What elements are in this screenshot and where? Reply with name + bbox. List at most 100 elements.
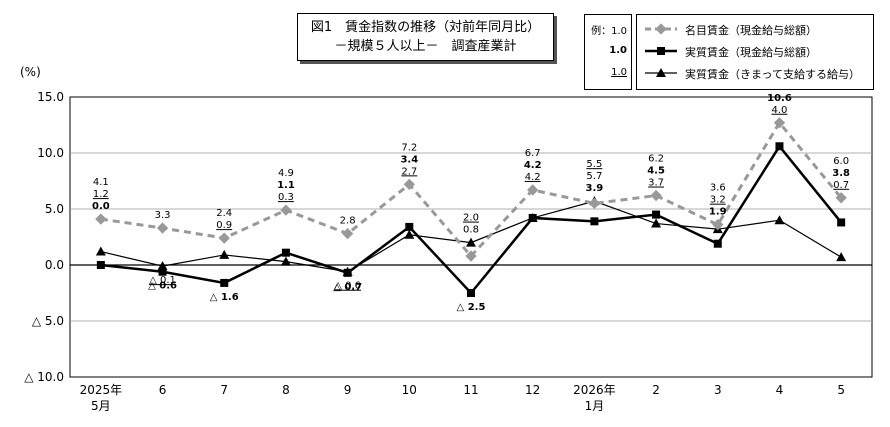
label-real-total: 3.9: [586, 183, 604, 194]
label-real-total: △ 0.7: [333, 282, 362, 293]
x-tick-label-line: 2: [652, 383, 660, 397]
label-nominal: 7.2: [401, 142, 417, 153]
label-real-total: △ 0.6: [148, 281, 177, 292]
x-tick-label: 12: [525, 383, 540, 397]
label-nominal: 6.2: [648, 154, 664, 165]
x-tick-label-line: 3: [714, 383, 722, 397]
point-nominal: [156, 222, 169, 234]
x-tick-label-line: 11: [463, 383, 478, 397]
label-real-scheduled: △ 0.6: [334, 281, 361, 292]
point-real-total: [220, 278, 229, 287]
x-tick-label-line: 2026年: [573, 383, 616, 397]
legend-marker-triangle: [656, 68, 666, 77]
point-nominal: [527, 184, 539, 196]
x-tick-label-line: 5月: [91, 399, 111, 413]
x-tick-label-line: 9: [344, 383, 352, 397]
chart-grid: [69, 96, 873, 378]
point-nominal: [712, 219, 724, 231]
x-tick-label-line: 1月: [585, 399, 605, 413]
point-real-scheduled: [466, 237, 476, 247]
point-real-scheduled: [219, 249, 230, 259]
x-tick-label: 2: [652, 383, 660, 397]
legend-marker-diamond: [655, 23, 667, 35]
x-tick-label: 7: [220, 383, 228, 397]
point-real-scheduled: [404, 229, 415, 239]
x-tick-label-line: 5: [837, 383, 845, 397]
point-nominal: [341, 227, 354, 240]
point-real-total: [528, 213, 537, 222]
label-nominal: 5.7: [586, 171, 602, 182]
label-real-total: 0.0: [92, 201, 110, 212]
point-real-scheduled: [836, 252, 847, 262]
y-tick-label: 0.0: [45, 258, 64, 272]
y-axis: 15.0 10.0 5.0 0.0 △ 5.0 △ 10.0: [24, 90, 64, 384]
label-real-scheduled: 2.0: [463, 213, 479, 224]
point-real-total: [281, 248, 290, 257]
label-nominal: 6.0: [833, 156, 849, 167]
label-nominal: 6.7: [525, 148, 541, 159]
point-real-scheduled: [774, 215, 785, 225]
y-tick-label: △ 5.0: [32, 314, 64, 328]
point-nominal: [650, 189, 662, 202]
series-line-nominal: [100, 120, 843, 259]
x-tick-label: 5: [837, 383, 845, 397]
label-example-plain: 例：1.0: [591, 26, 627, 37]
x-tick-label-line: 8: [282, 383, 290, 397]
label-real-total: 3.8: [832, 168, 850, 179]
point-real-total: [775, 142, 784, 151]
x-tick-label: 4: [776, 383, 784, 397]
x-tick-label: 8: [282, 383, 290, 397]
chart-title-box: 図1 賃金指数の推移（対前年同月比） －規模５人以上－ 調査産業計: [297, 13, 554, 61]
label-nominal: 3.6: [710, 183, 726, 194]
x-tick-label: 2025年 5月: [80, 383, 123, 413]
point-real-total: [96, 261, 105, 269]
label-real-scheduled: 0.7: [833, 180, 849, 191]
chart-title-line1: 図1 賃金指数の推移（対前年同月比）: [310, 20, 541, 35]
x-tick-label: 2026年 1月: [573, 383, 616, 413]
point-nominal: [835, 192, 847, 204]
plot-frame: [69, 96, 873, 378]
label-real-total: △ 1.6: [210, 292, 239, 303]
x-tick-label-line: 10: [402, 383, 417, 397]
label-real-total: 1.1: [277, 180, 295, 191]
x-tick-label: 11: [463, 383, 478, 397]
label-real-scheduled: 4.2: [525, 172, 541, 183]
label-nominal: 2.8: [340, 216, 356, 227]
label-real-total: 1.9: [709, 207, 727, 218]
point-real-total: [467, 289, 475, 297]
label-real-scheduled: 0.3: [278, 192, 294, 203]
label-nominal: 0.8: [463, 225, 479, 236]
label-real-scheduled: 2.7: [401, 166, 417, 177]
label-real-scheduled: 1.2: [93, 189, 109, 200]
label-example-underline: 1.0: [611, 67, 627, 78]
x-axis: 2025年 5月 6 7 8 9 10 11 12 2026年 1月 2 3 4 5: [80, 383, 845, 413]
label-nominal: 4.9: [278, 168, 294, 179]
point-real-total: [713, 239, 722, 248]
x-tick-label: 3: [714, 383, 722, 397]
point-real-scheduled: [95, 246, 106, 256]
legend-entry-nominal: 名目賃金（現金給与総額）: [685, 24, 817, 37]
x-tick-label-line: 2025年: [80, 383, 123, 397]
y-tick-label: 15.0: [37, 90, 64, 104]
point-nominal: [95, 213, 107, 225]
label-real-total: 4.5: [647, 166, 665, 177]
label-nominal: 2.4: [216, 208, 232, 219]
point-nominal: [280, 204, 292, 216]
label-real-scheduled: △ 0.1: [149, 275, 176, 286]
label-real-scheduled: 3.2: [710, 195, 726, 206]
label-format-example: 例：1.0 1.0 1.0: [584, 14, 632, 90]
x-tick-label: 6: [159, 383, 167, 397]
label-real-total: 4.2: [524, 160, 542, 171]
label-real-scheduled: 0.9: [216, 220, 232, 231]
point-real-scheduled: [651, 218, 662, 228]
y-tick-label: 5.0: [45, 202, 64, 216]
x-tick-label-line: 7: [220, 383, 228, 397]
point-nominal: [588, 197, 601, 210]
label-nominal: 4.1: [93, 177, 109, 188]
legend-entry-real-scheduled: 実質賃金（きまって支給する給与）: [685, 68, 861, 81]
label-real-scheduled: 3.7: [648, 178, 664, 189]
legend-markers: [645, 23, 677, 77]
point-real-total: [837, 218, 846, 227]
point-real-total: [343, 268, 352, 277]
legend-entry-real-total: 実質賃金（現金給与総額）: [685, 46, 817, 59]
